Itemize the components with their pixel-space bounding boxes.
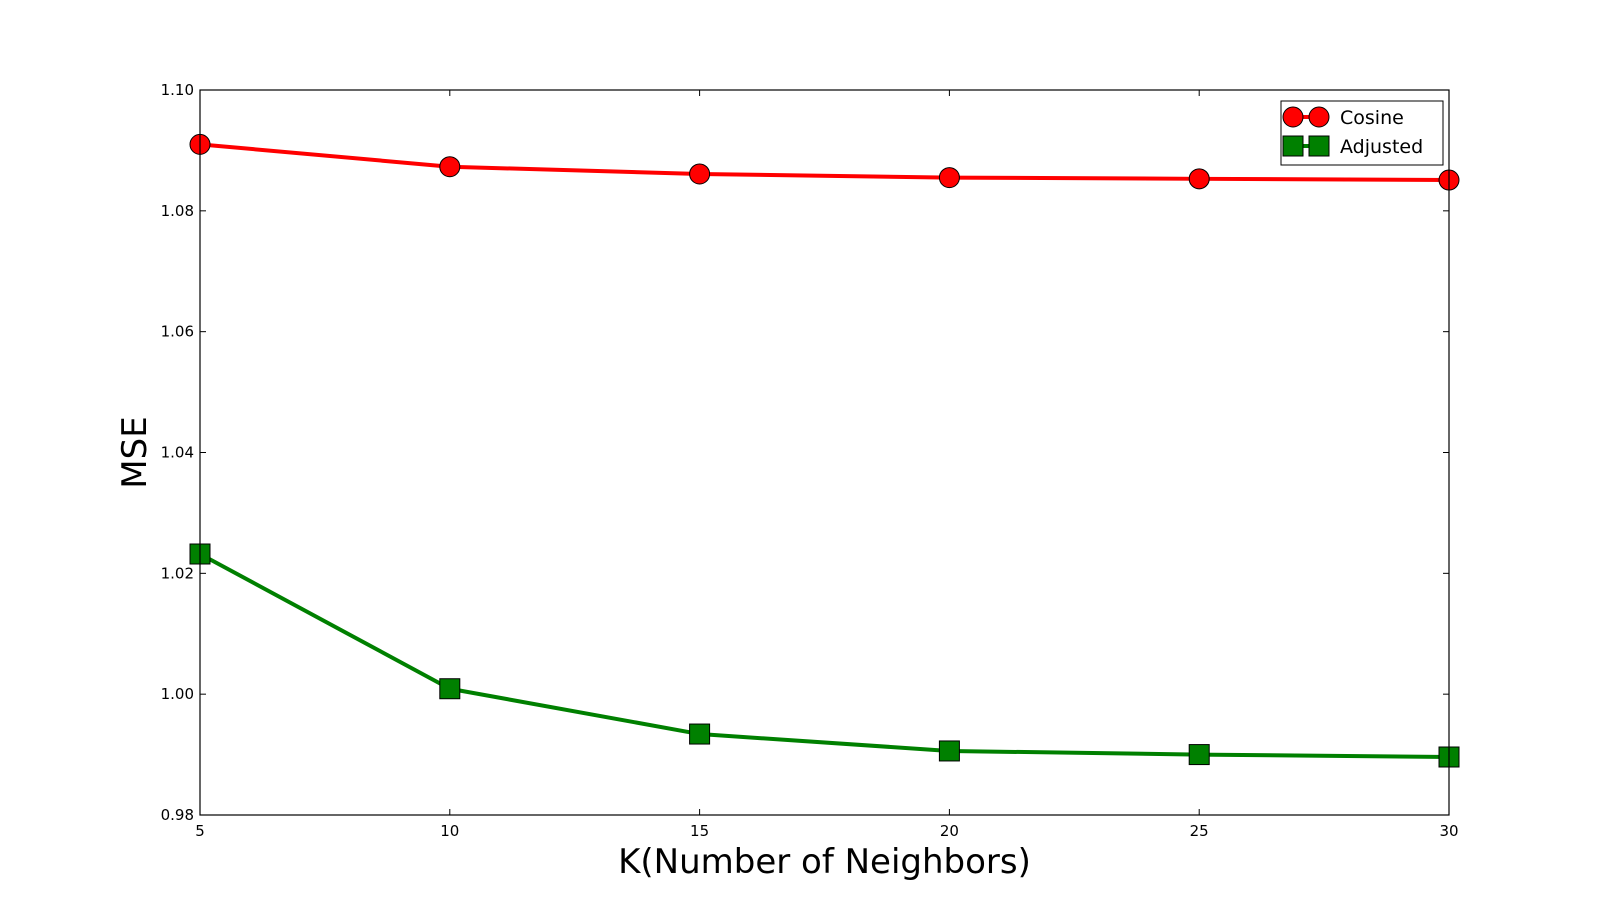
data-point-adjusted (1188, 744, 1210, 766)
legend-box (1280, 100, 1444, 166)
data-point-adjusted (689, 723, 711, 745)
x-axis-title: K(Number of Neighbors) (618, 842, 1031, 882)
data-point-cosine (439, 156, 461, 178)
x-tick-label: 5 (195, 822, 205, 840)
data-point-adjusted (439, 678, 461, 700)
x-tick-label: 25 (1190, 822, 1209, 840)
data-point-cosine (1188, 168, 1210, 190)
y-tick-label: 1.06 (161, 323, 194, 341)
y-tick-label: 1.00 (161, 685, 194, 703)
series-layer (189, 133, 1460, 768)
y-tick-label: 1.10 (161, 81, 194, 99)
legend: Cosine Adjusted (1280, 100, 1444, 166)
plot-area-frame (199, 89, 1450, 816)
legend-label-cosine: Cosine (1340, 107, 1404, 129)
x-tick-label: 10 (440, 822, 459, 840)
x-tick-label: 20 (940, 822, 959, 840)
data-point-adjusted (938, 740, 960, 762)
ticks-layer: 5 10 15 20 25 30 0.98 1.00 1.02 1.04 1.06 1.08 1.10 (161, 81, 1459, 840)
y-tick-label: 1.08 (161, 202, 194, 220)
y-axis-title: MSE (115, 416, 155, 488)
series-line-cosine (199, 142, 1450, 183)
legend-marker-cosine (1308, 106, 1330, 128)
data-point-cosine (689, 163, 711, 185)
data-point-cosine (938, 167, 960, 189)
legend-marker-adjusted (1308, 135, 1330, 157)
legend-marker-adjusted (1282, 135, 1304, 157)
series-line-adjusted (199, 552, 1450, 759)
y-tick-label: 0.98 (161, 806, 194, 824)
x-tick-label: 30 (1439, 822, 1458, 840)
y-tick-label: 1.04 (161, 444, 194, 462)
x-tick-label: 15 (690, 822, 709, 840)
y-tick-label: 1.02 (161, 564, 194, 582)
legend-marker-cosine (1282, 106, 1304, 128)
legend-label-adjusted: Adjusted (1340, 136, 1423, 158)
